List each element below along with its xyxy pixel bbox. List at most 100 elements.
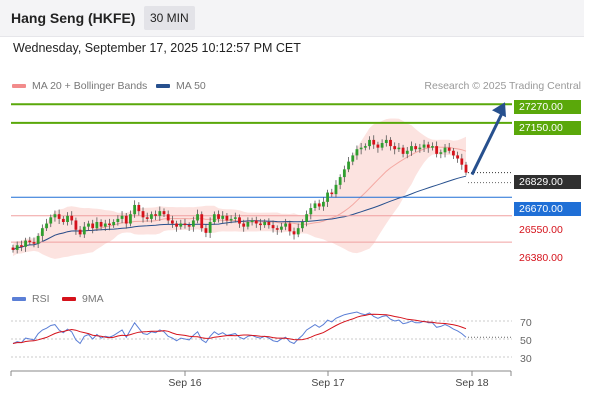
candle-body — [418, 147, 422, 150]
candle-body — [288, 223, 292, 232]
candle-body — [347, 161, 350, 170]
ma9-swatch — [62, 297, 76, 302]
candle-body — [61, 218, 65, 222]
level-support-1: 26550.00 — [519, 224, 563, 236]
candle-body — [284, 223, 288, 227]
candle-body — [170, 220, 174, 224]
candle-body — [351, 155, 355, 162]
candle-body — [141, 211, 145, 218]
candle-body — [334, 184, 338, 195]
candle-body — [456, 155, 460, 159]
candle-body — [229, 218, 233, 221]
candle-body — [460, 158, 464, 165]
candle-body — [317, 203, 321, 207]
candle-body — [66, 215, 69, 222]
candle-body — [313, 203, 317, 209]
candle-body — [359, 147, 363, 150]
chart-header: Hang Seng (HKFE) 30 MIN — [0, 0, 584, 37]
candle-body — [372, 139, 376, 145]
candle-body — [443, 147, 447, 153]
bollinger-swatch — [12, 84, 26, 89]
candle-body — [447, 147, 451, 151]
legend-9ma: 9MA — [62, 293, 104, 305]
candle-body — [321, 201, 325, 207]
candle-body — [87, 223, 90, 227]
legend-rsi: RSI — [12, 293, 50, 305]
rsi-tick-50: 50 — [520, 335, 532, 347]
candle-body — [233, 217, 237, 219]
rsi-tick-70: 70 — [520, 317, 532, 329]
candle-body — [32, 242, 36, 244]
x-label-sep18: Sep 18 — [455, 377, 489, 389]
candle-body — [200, 214, 204, 229]
x-label-sep17: Sep 17 — [311, 377, 345, 389]
candle-body — [422, 144, 426, 148]
legend-rsi-label: RSI — [32, 293, 50, 305]
ma50-swatch — [156, 84, 170, 89]
candle-body — [414, 146, 418, 150]
candle-body — [296, 228, 300, 235]
candle-body — [124, 215, 128, 224]
candle-body — [137, 204, 141, 212]
candle-body — [405, 150, 409, 154]
legend-ma50: MA 50 — [156, 80, 206, 92]
candle-body — [36, 235, 40, 244]
candle-body — [166, 214, 170, 221]
candle-body — [15, 245, 19, 250]
level-resistance-2: 27270.00 — [514, 100, 581, 114]
candle-body — [280, 226, 283, 230]
level-resistance-1: 27150.00 — [514, 121, 581, 135]
candle-body — [431, 146, 434, 148]
candle-body — [384, 139, 388, 144]
candle-body — [133, 204, 137, 215]
candle-body — [368, 139, 371, 147]
candle-body — [74, 220, 78, 230]
candle-body — [99, 221, 103, 227]
candle-body — [145, 217, 149, 219]
candle-body — [305, 214, 309, 222]
timeframe-badge[interactable]: 30 MIN — [144, 6, 195, 30]
candle-body — [435, 146, 439, 154]
candle-body — [78, 229, 82, 235]
candle-body — [175, 223, 178, 227]
level-pivot: 26670.00 — [514, 202, 581, 216]
candle-body — [393, 146, 397, 150]
last-price-tag: 26829.00 — [514, 175, 581, 189]
candle-body — [120, 215, 124, 219]
candle-body — [330, 192, 334, 195]
candle-body — [196, 214, 199, 221]
candle-body — [116, 218, 120, 222]
candle-body — [246, 221, 250, 227]
candle-body — [158, 211, 162, 216]
candle-body — [53, 214, 57, 218]
candle-body — [401, 147, 405, 154]
candle-body — [389, 139, 392, 147]
candle-body — [45, 223, 48, 229]
candle-body — [129, 214, 132, 224]
legend-bollinger-label: MA 20 + Bollinger Bands — [32, 80, 148, 92]
candle-body — [309, 208, 313, 215]
candle-body — [40, 228, 44, 236]
candle-body — [326, 192, 329, 202]
candle-body — [267, 221, 271, 226]
instrument-title: Hang Seng (HKFE) — [11, 10, 136, 26]
candle-body — [464, 164, 468, 173]
rsi-9ma-line — [12, 313, 467, 344]
candle-body — [242, 223, 246, 227]
candle-body — [95, 221, 99, 229]
rsi-line — [12, 311, 467, 345]
level-support-2: 26380.00 — [519, 252, 563, 264]
candle-body — [259, 223, 262, 226]
credit-text: Research © 2025 Trading Central — [424, 80, 581, 92]
candle-body — [183, 223, 187, 226]
x-label-sep16: Sep 16 — [168, 377, 202, 389]
candle-body — [162, 211, 166, 215]
candle-body — [439, 152, 443, 154]
candle-body — [221, 215, 225, 219]
candle-body — [204, 228, 208, 233]
candle-body — [292, 231, 296, 235]
candle-body — [254, 220, 258, 224]
forecast-arrow-head — [492, 102, 506, 118]
legend-bollinger: MA 20 + Bollinger Bands — [12, 80, 147, 92]
